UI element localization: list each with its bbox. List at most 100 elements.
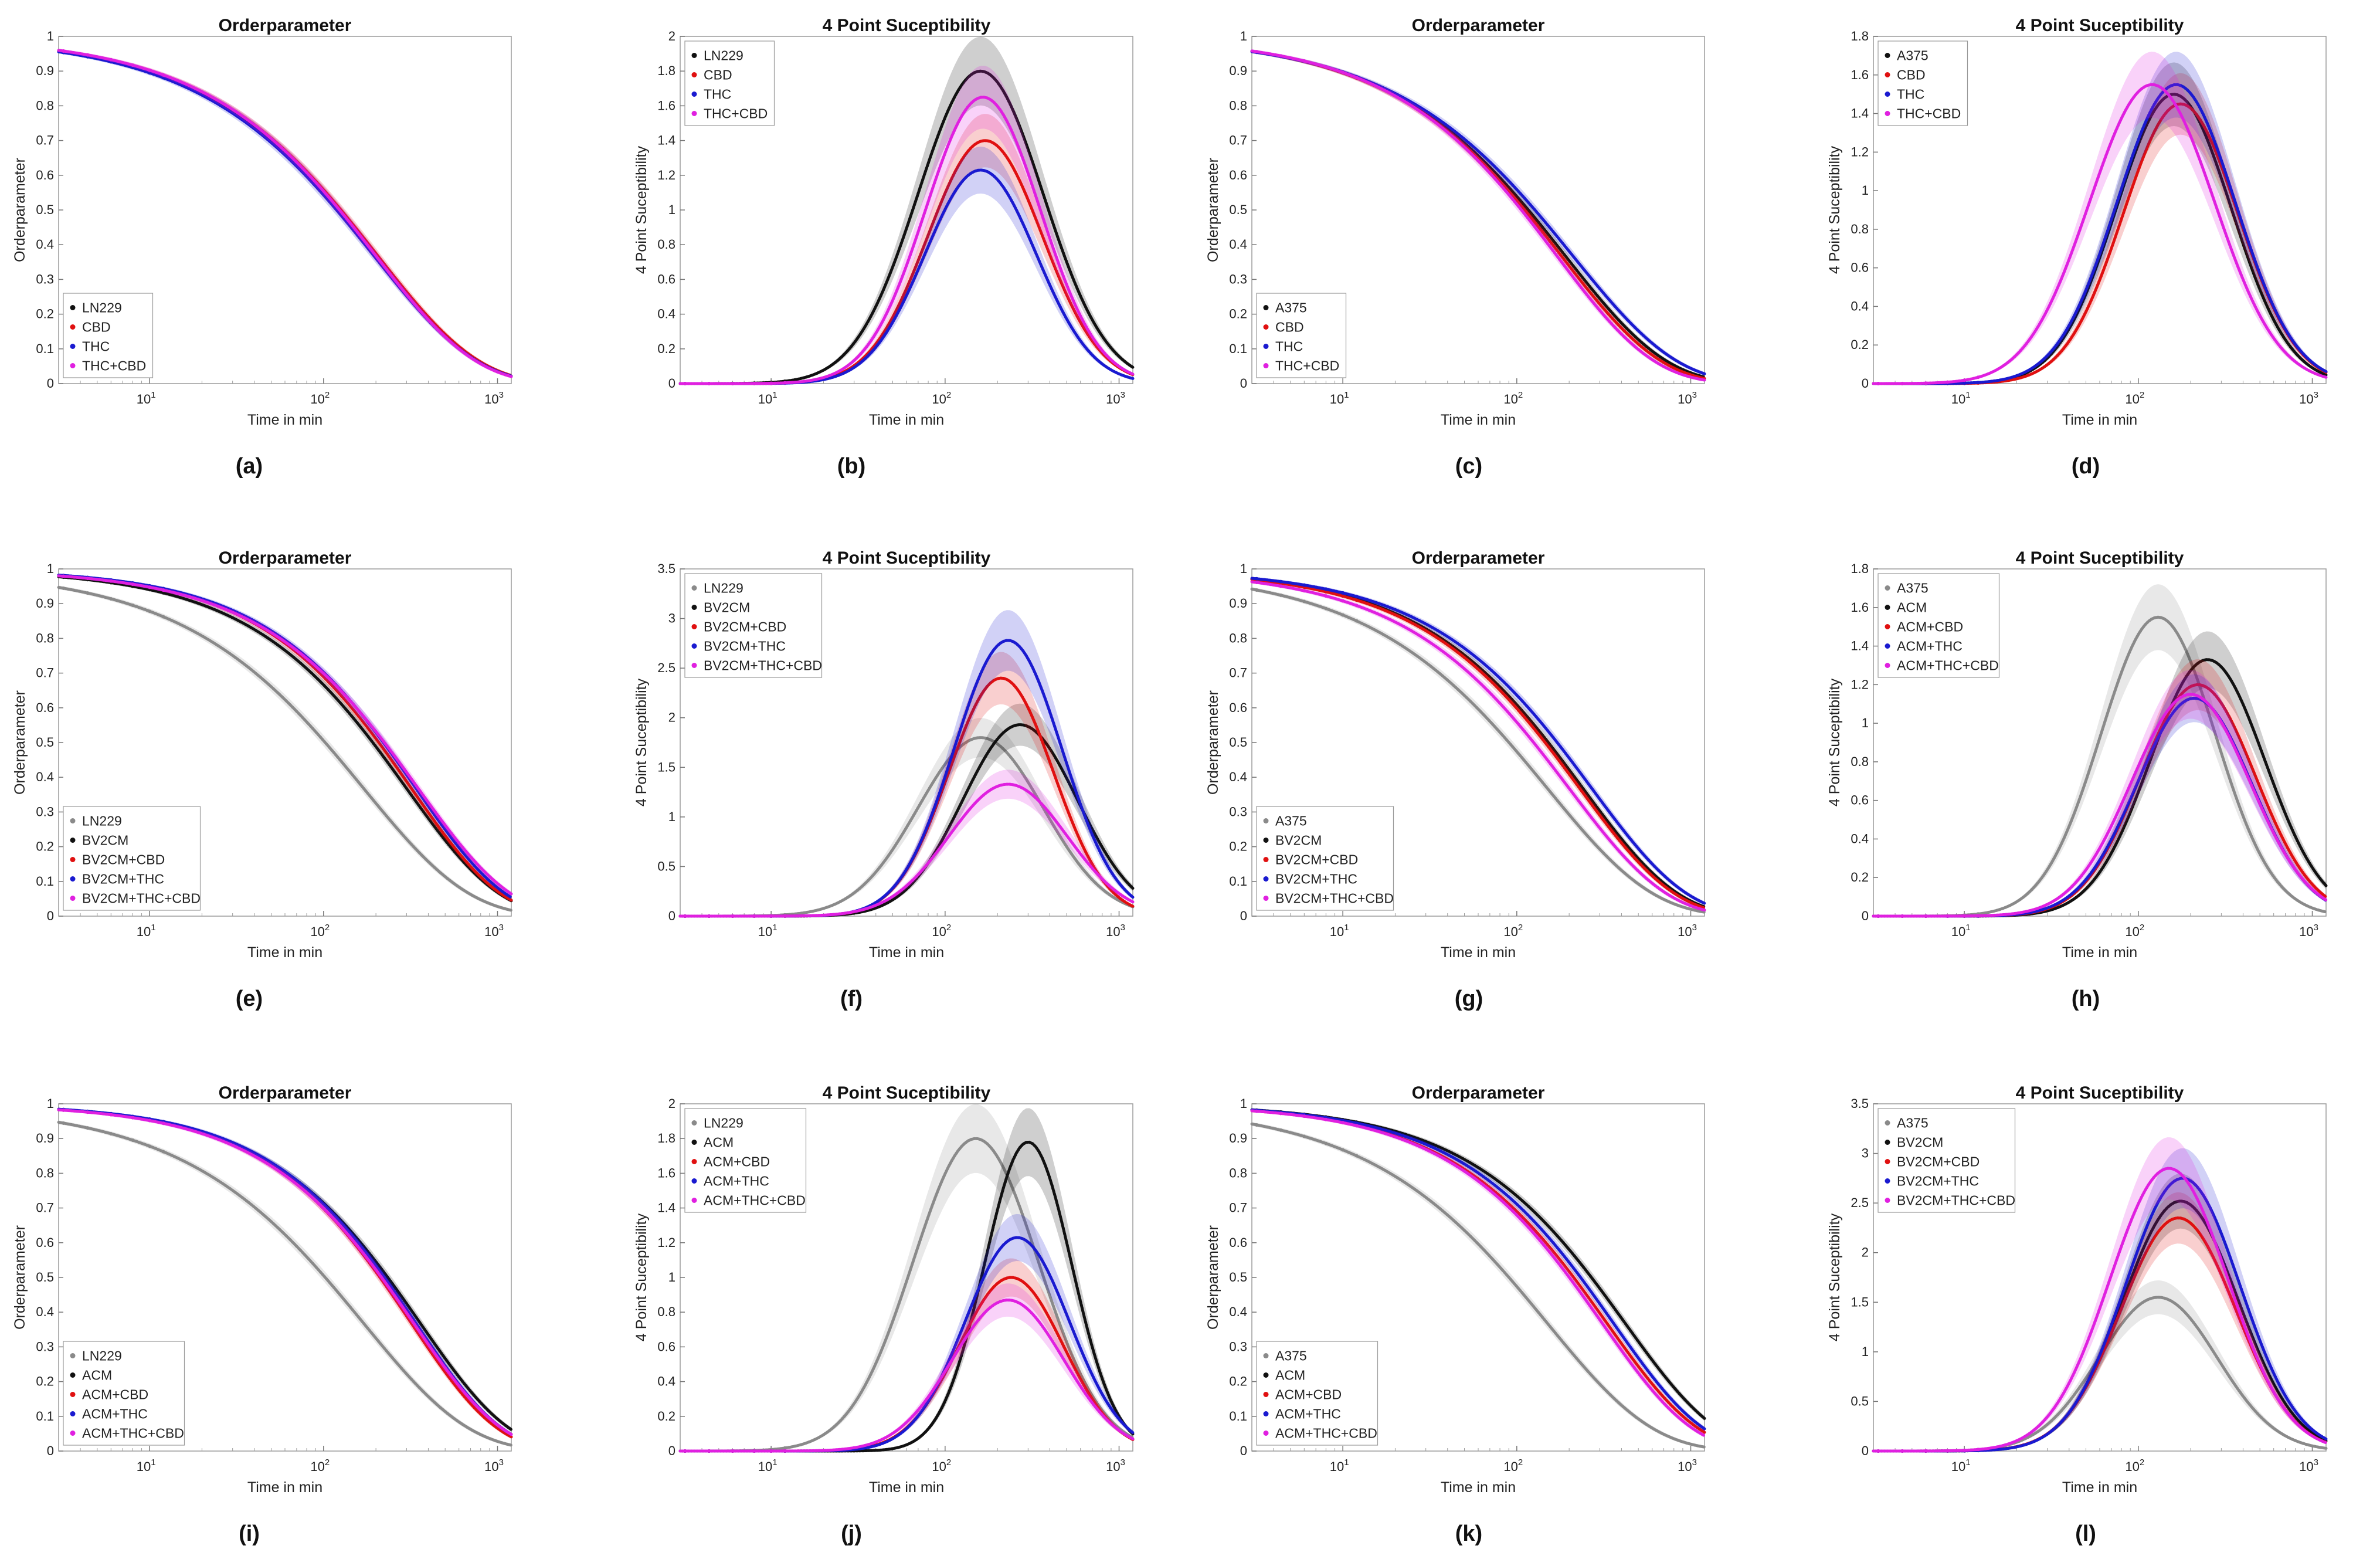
legend-label: BV2CM+THC (82, 872, 164, 887)
x-tick-exponent: 1 (151, 1457, 155, 1467)
legend-marker-ACM+THC+CBD (691, 1198, 697, 1203)
series-marker-THC+CBD (783, 381, 787, 385)
y-tick-label: 0.3 (36, 272, 54, 286)
x-tick-exponent: 3 (1692, 390, 1697, 400)
y-tick-label: 0.7 (1229, 1201, 1247, 1215)
x-axis-label: Time in min (1441, 1479, 1516, 1496)
legend-marker-BV2CM+CBD (70, 857, 76, 862)
x-tick-exponent: 1 (1344, 1457, 1349, 1467)
y-tick-label: 1.8 (657, 63, 675, 78)
y-tick-label: 1.8 (657, 1131, 675, 1145)
legend-label: CBD (1897, 67, 1926, 83)
y-tick-label: 1 (668, 1270, 675, 1284)
x-tick-label: 102 (310, 1457, 330, 1474)
series-marker-THC+CBD (148, 68, 152, 72)
x-tick-label: 101 (1330, 1457, 1349, 1474)
series-marker-A375 (1341, 613, 1345, 617)
legend-label: BV2CM+THC (1275, 872, 1357, 887)
legend-marker-A375 (1885, 585, 1890, 591)
x-tick-exponent: 2 (946, 390, 951, 400)
legend-label: ACM+CBD (704, 1154, 770, 1170)
y-tick-label: 1.8 (1851, 29, 1869, 43)
y-tick-label: 0.2 (657, 341, 675, 356)
chart-panel-5: 101 102 103 0 0.1 0.2 0.3 0.4 0.5 0.6 0.7 0.8 0.9 1 Or… (12, 548, 513, 1011)
legend-marker-LN229 (691, 53, 697, 58)
x-axis-label: Time in min (2062, 1479, 2137, 1496)
legend-label: THC (704, 87, 731, 102)
series-marker-THC+CBD (752, 381, 756, 385)
legend-box (684, 40, 775, 126)
x-tick-exponent: 3 (1692, 923, 1697, 933)
legend-label: BV2CM+THC (704, 639, 786, 654)
series-marker-LN229 (62, 586, 66, 590)
x-axis-label: Time in min (2062, 412, 2137, 428)
x-tick-label: 103 (484, 390, 504, 406)
y-tick-label: 0.5 (1229, 202, 1247, 217)
x-tick-label: 103 (1106, 923, 1125, 939)
y-tick-label: 0.4 (1851, 831, 1869, 846)
series-marker-THC+CBD (1963, 378, 1967, 382)
x-tick-exponent: 1 (1344, 390, 1349, 400)
y-tick-label: 0.4 (36, 770, 54, 784)
x-tick-label: 101 (1951, 923, 1971, 939)
legend-box (63, 293, 154, 378)
y-tick-label: 0.6 (36, 700, 54, 715)
x-tick-label: 101 (1330, 390, 1349, 406)
series-marker-BV2CM+THC+CBD (731, 914, 735, 918)
x-tick-exponent: 3 (2314, 1457, 2318, 1467)
x-tick-exponent: 3 (2314, 390, 2318, 400)
legend-label: THC+CBD (1897, 106, 1961, 121)
legend-box (1877, 40, 1968, 126)
legend-marker-ACM+CBD (1263, 1392, 1269, 1397)
legend-box (63, 806, 201, 911)
y-tick-label: 0.6 (1229, 700, 1247, 715)
chart-title: 4 Point Suceptibility (823, 1083, 991, 1103)
x-tick-label: 102 (2125, 1457, 2144, 1474)
y-tick-label: 0 (47, 1443, 54, 1458)
legend: A375 BV2CM BV2CM+CBD BV2CM+THC BV2CM+THC+CBD (1256, 806, 1394, 911)
y-tick-label: 2 (1862, 1245, 1869, 1260)
legend-label: ACM+THC+CBD (1897, 658, 1999, 673)
x-tick-exponent: 2 (2140, 923, 2144, 933)
series-marker-BV2CM+THC+CBD (109, 579, 113, 583)
y-tick-label: 0 (1240, 376, 1247, 391)
legend-marker-ACM (691, 1140, 697, 1145)
y-tick-label: 0.8 (36, 1165, 54, 1180)
x-axis-label: Time in min (247, 412, 322, 428)
legend-marker-ACM+CBD (70, 1392, 76, 1397)
legend-marker-BV2CM (1885, 1140, 1890, 1145)
legend-label: ACM (82, 1368, 112, 1383)
y-tick-label: 0.8 (1229, 1165, 1247, 1180)
legend-label: BV2CM+THC+CBD (704, 658, 822, 673)
x-tick-label: 102 (2125, 923, 2144, 939)
legend-marker-A375 (1263, 305, 1269, 310)
y-tick-label: 0 (668, 1443, 675, 1458)
series-marker-ACM+THC+CBD (1324, 1117, 1328, 1121)
legend-label: THC (1897, 87, 1924, 102)
y-axis-label: Orderparameter (12, 158, 28, 262)
y-tick-label: 1.4 (1851, 639, 1869, 653)
chart-title: Orderparameter (219, 1083, 352, 1103)
y-tick-label: 1 (1862, 716, 1869, 730)
y-tick-label: 0.4 (1229, 237, 1247, 252)
legend-label: BV2CM (82, 833, 128, 848)
chart-title: 4 Point Suceptibility (2016, 548, 2184, 568)
series-marker-THC+CBD (62, 49, 66, 53)
x-tick-label: 101 (1951, 1457, 1971, 1474)
series-marker-A375 (1279, 1128, 1283, 1132)
series-marker-LN229 (161, 615, 165, 619)
y-tick-label: 0.6 (1229, 168, 1247, 182)
chart-title: Orderparameter (219, 16, 352, 35)
series-band-CBD (1252, 49, 1705, 381)
chart-panel-2: 101 102 103 0 0.2 0.4 0.6 0.8 1 1.2 1.4 1.6 1.8 2 4 Po… (633, 16, 1135, 479)
y-tick-label: 0.4 (657, 307, 675, 321)
y-tick-label: 0.1 (36, 874, 54, 889)
chart-panel-3: 101 102 103 0 0.1 0.2 0.3 0.4 0.5 0.6 0.7 0.8 0.9 1 Or… (1205, 16, 1706, 479)
x-axis-label: Time in min (1441, 944, 1516, 961)
x-tick-label: 102 (1503, 1457, 1523, 1474)
series-marker-LN229 (131, 1138, 135, 1143)
legend-box (63, 1341, 185, 1446)
x-axis-label: Time in min (2062, 944, 2137, 961)
series-marker-BV2CM+THC+CBD (62, 574, 66, 578)
y-tick-label: 0.6 (657, 272, 675, 286)
